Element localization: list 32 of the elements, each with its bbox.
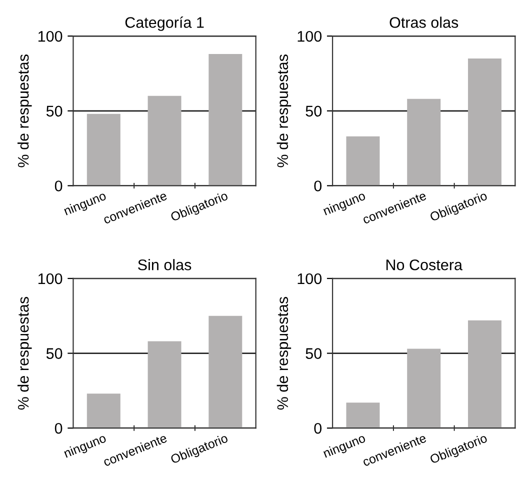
chart-title: Sin olas: [138, 259, 192, 270]
y-tick-label: 100: [38, 273, 62, 284]
y-axis-title: % de respuestas: [276, 54, 292, 168]
y-axis-title: % de respuestas: [276, 296, 292, 410]
chart-title: Otras olas: [390, 16, 458, 28]
bar: [148, 341, 182, 428]
y-tick-label: 100: [38, 30, 62, 42]
bar: [86, 394, 120, 428]
y-tick-label: 0: [314, 180, 322, 192]
bar: [407, 98, 441, 186]
y-axis-title: % de respuestas: [18, 54, 32, 168]
chart-title: No Costera: [386, 259, 462, 270]
bar: [148, 96, 182, 186]
y-tick-label: 50: [306, 348, 322, 359]
bar: [86, 114, 120, 186]
bar: [208, 316, 242, 428]
y-tick-label: 100: [298, 273, 322, 284]
y-tick-label: 50: [46, 348, 62, 359]
y-tick-label: 0: [54, 180, 62, 192]
y-tick-label: 50: [46, 106, 62, 117]
y-tick-label: 100: [298, 30, 322, 42]
bar: [208, 54, 242, 186]
y-tick-label: 0: [314, 422, 322, 434]
bar: [346, 402, 380, 428]
chart-title: Categoría 1: [125, 16, 204, 31]
y-tick-label: 0: [54, 422, 62, 434]
bar: [468, 320, 502, 428]
bar: [407, 348, 441, 428]
y-axis-title: % de respuestas: [18, 296, 32, 410]
bar: [346, 136, 380, 186]
bar: [468, 58, 502, 186]
y-tick-label: 50: [306, 106, 322, 117]
